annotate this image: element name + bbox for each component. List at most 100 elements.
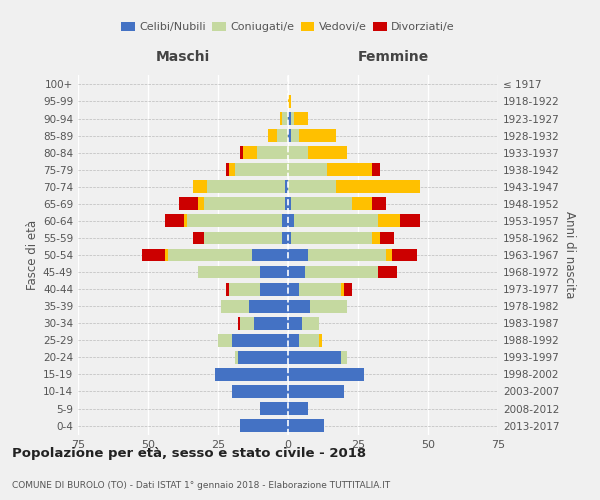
Bar xyxy=(167,248,251,262)
Bar xyxy=(193,180,207,193)
Bar xyxy=(288,385,344,398)
Bar xyxy=(288,334,299,346)
Y-axis label: Fasce di età: Fasce di età xyxy=(26,220,39,290)
Bar xyxy=(319,334,322,346)
Bar xyxy=(232,334,288,346)
Bar xyxy=(341,282,344,296)
Bar xyxy=(199,198,204,210)
Bar xyxy=(193,232,204,244)
Bar xyxy=(260,282,288,296)
Bar xyxy=(285,198,288,210)
Bar xyxy=(299,129,335,142)
Bar xyxy=(232,385,288,398)
Bar xyxy=(288,300,310,312)
Bar xyxy=(308,248,386,262)
Bar xyxy=(283,232,288,244)
Bar xyxy=(392,248,417,262)
Bar xyxy=(283,214,288,228)
Bar xyxy=(344,282,352,296)
Bar xyxy=(293,112,308,125)
Bar xyxy=(341,351,347,364)
Bar xyxy=(288,214,293,228)
Bar xyxy=(372,164,380,176)
Bar xyxy=(288,232,291,244)
Bar xyxy=(310,300,347,312)
Bar xyxy=(288,95,291,108)
Bar xyxy=(288,129,291,142)
Bar xyxy=(235,164,288,176)
Bar xyxy=(229,282,260,296)
Bar xyxy=(291,232,372,244)
Bar xyxy=(283,112,288,125)
Bar xyxy=(249,300,288,312)
Bar xyxy=(204,198,285,210)
Bar xyxy=(218,334,232,346)
Bar xyxy=(386,248,392,262)
Bar xyxy=(254,317,288,330)
Bar xyxy=(226,282,229,296)
Bar xyxy=(308,146,347,159)
Bar xyxy=(260,266,288,278)
Bar xyxy=(288,164,327,176)
Bar xyxy=(377,214,400,228)
Bar xyxy=(238,351,288,364)
Bar xyxy=(288,419,325,432)
Bar xyxy=(380,232,394,244)
Text: COMUNE DI BUROLO (TO) - Dati ISTAT 1° gennaio 2018 - Elaborazione TUTTITALIA.IT: COMUNE DI BUROLO (TO) - Dati ISTAT 1° ge… xyxy=(12,480,390,490)
Bar xyxy=(187,214,283,228)
Bar xyxy=(327,164,372,176)
Bar xyxy=(288,282,299,296)
Bar xyxy=(305,266,377,278)
Bar xyxy=(204,232,283,244)
Bar xyxy=(372,198,386,210)
Text: Femmine: Femmine xyxy=(358,50,428,64)
Bar xyxy=(260,402,288,415)
Bar xyxy=(400,214,419,228)
Bar xyxy=(280,112,283,125)
Bar xyxy=(165,248,167,262)
Y-axis label: Anni di nascita: Anni di nascita xyxy=(563,212,576,298)
Bar xyxy=(288,351,341,364)
Bar xyxy=(285,180,288,193)
Bar xyxy=(288,146,308,159)
Bar xyxy=(293,214,377,228)
Bar xyxy=(302,317,319,330)
Bar xyxy=(241,419,288,432)
Bar xyxy=(184,214,187,228)
Bar xyxy=(288,317,302,330)
Bar xyxy=(179,198,199,210)
Bar xyxy=(288,180,335,193)
Bar xyxy=(352,198,372,210)
Bar xyxy=(142,248,165,262)
Bar xyxy=(251,248,288,262)
Bar xyxy=(277,129,288,142)
Bar xyxy=(288,402,308,415)
Legend: Celibi/Nubili, Coniugati/e, Vedovi/e, Divorziati/e: Celibi/Nubili, Coniugati/e, Vedovi/e, Di… xyxy=(117,18,459,37)
Bar xyxy=(199,266,260,278)
Text: Maschi: Maschi xyxy=(156,50,210,64)
Bar xyxy=(257,146,288,159)
Bar xyxy=(235,351,238,364)
Bar xyxy=(226,164,229,176)
Bar xyxy=(288,248,308,262)
Bar xyxy=(372,232,380,244)
Bar xyxy=(299,282,341,296)
Bar xyxy=(243,146,257,159)
Bar xyxy=(207,180,285,193)
Bar xyxy=(288,198,291,210)
Bar xyxy=(288,266,305,278)
Bar xyxy=(299,334,319,346)
Bar xyxy=(221,300,249,312)
Bar xyxy=(288,368,364,381)
Bar xyxy=(229,164,235,176)
Bar xyxy=(241,146,243,159)
Bar xyxy=(268,129,277,142)
Bar xyxy=(377,266,397,278)
Bar xyxy=(291,112,293,125)
Bar xyxy=(238,317,241,330)
Bar xyxy=(291,198,352,210)
Bar xyxy=(241,317,254,330)
Bar xyxy=(215,368,288,381)
Bar xyxy=(335,180,419,193)
Bar xyxy=(288,112,291,125)
